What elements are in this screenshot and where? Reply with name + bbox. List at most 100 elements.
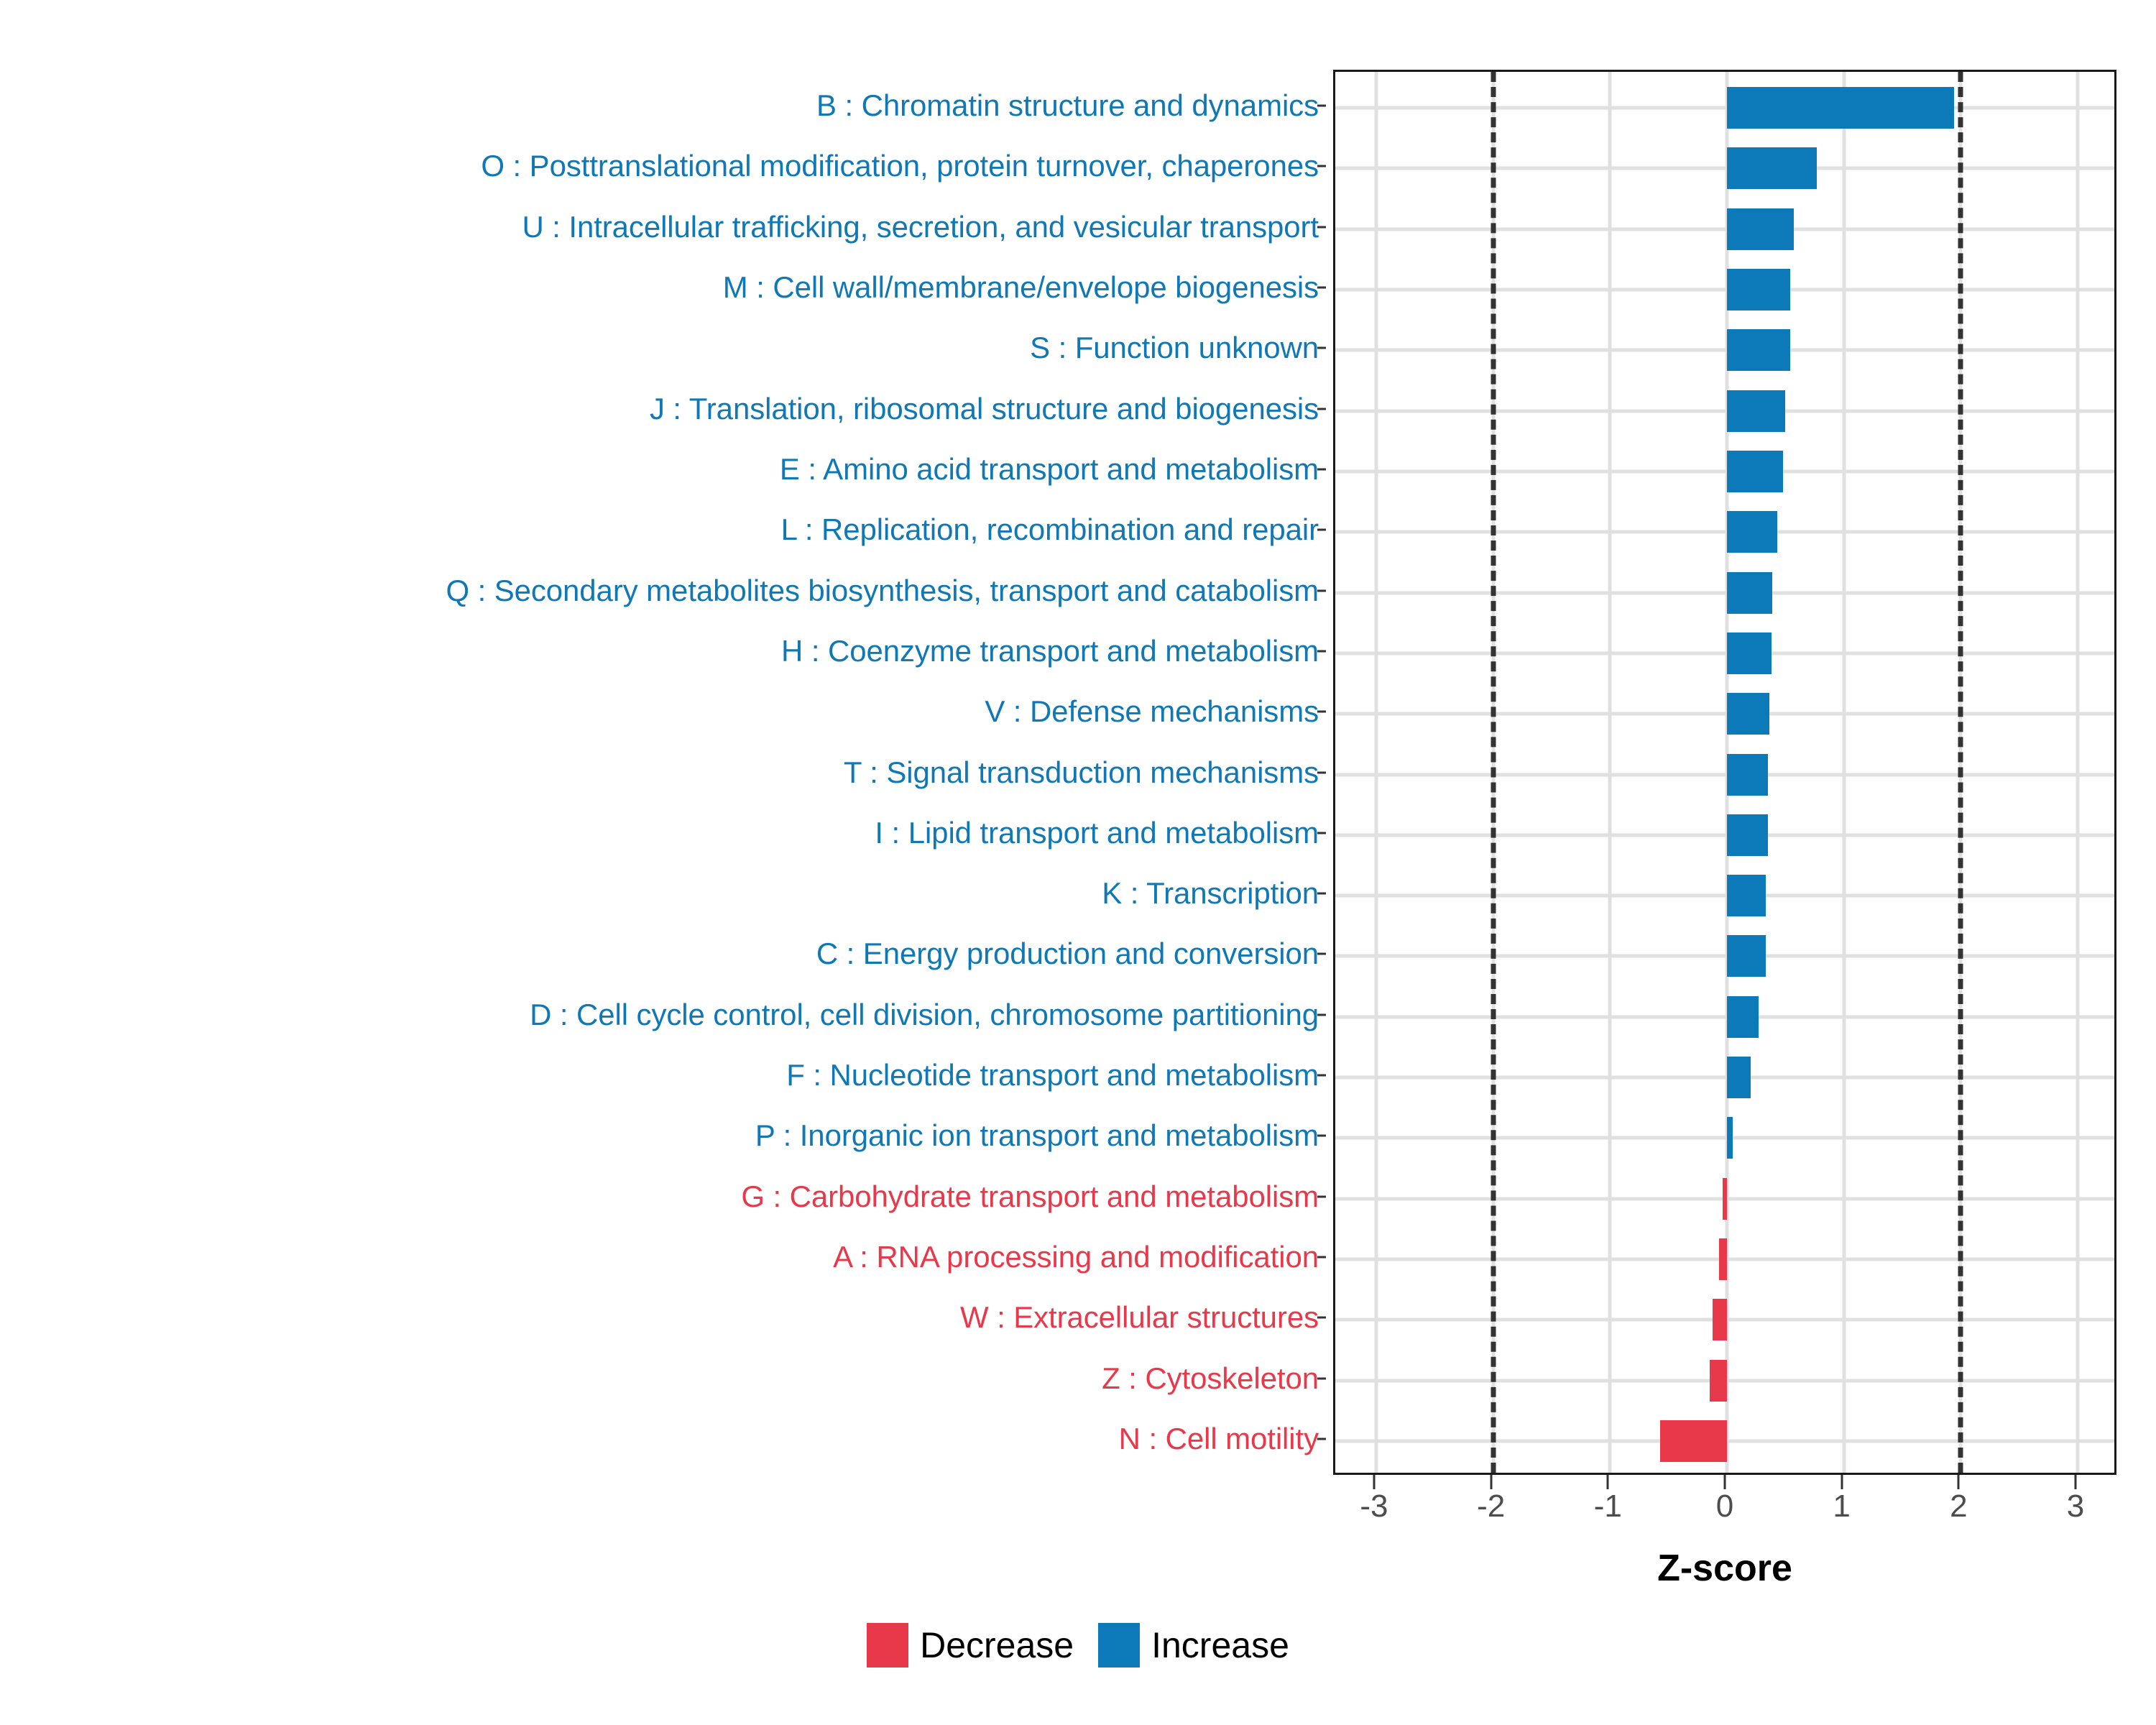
category-label: K : Transcription [1102, 876, 1319, 911]
x-axis-tick-label: 3 [2066, 1489, 2085, 1524]
horizontal-gridline [1335, 1136, 2114, 1140]
category-label: T : Signal transduction mechanisms [843, 755, 1319, 789]
category-label: E : Amino acid transport and metabolism [779, 451, 1319, 486]
category-label: W : Extracellular structures [960, 1300, 1319, 1335]
bar [1727, 875, 1766, 917]
horizontal-gridline [1335, 591, 2114, 595]
bar [1727, 87, 1954, 129]
y-axis-tick [1317, 1013, 1326, 1016]
bar [1727, 1117, 1733, 1159]
x-axis-tick [1606, 1475, 1609, 1489]
category-label: H : Coenzyme transport and metabolism [781, 633, 1319, 668]
bar [1727, 693, 1769, 735]
y-axis-tick [1317, 165, 1326, 167]
horizontal-gridline [1335, 651, 2114, 656]
bar [1727, 208, 1794, 250]
category-label-column: B : Chromatin structure and dynamics O : … [0, 70, 1326, 1475]
x-axis-title: Z-score [1657, 1547, 1792, 1589]
horizontal-gridline [1335, 348, 2114, 352]
chart-legend: Decrease Increase [0, 1623, 2156, 1668]
x-axis-tick-label: -3 [1360, 1489, 1388, 1524]
x-axis-tick-label: -1 [1593, 1489, 1622, 1524]
x-axis-tick [1723, 1475, 1726, 1489]
bar [1727, 632, 1772, 674]
legend-item[interactable]: Increase [1098, 1623, 1289, 1668]
horizontal-gridline [1335, 712, 2114, 716]
bar [1727, 450, 1784, 492]
horizontal-gridline [1335, 166, 2114, 170]
legend-swatch-icon [1098, 1623, 1141, 1668]
y-axis-tick [1317, 1256, 1326, 1259]
y-axis-tick [1317, 104, 1326, 107]
bar [1727, 390, 1786, 432]
y-axis-tick [1317, 771, 1326, 773]
bar [1727, 268, 1790, 310]
category-label: Z : Cytoskeleton [1102, 1361, 1319, 1395]
y-axis-tick [1317, 1316, 1326, 1319]
x-axis-tick-label: 1 [1833, 1489, 1851, 1524]
category-label: M : Cell wall/membrane/envelope biogenes… [722, 270, 1319, 304]
vertical-gridline [2076, 72, 2080, 1473]
y-axis-tick [1317, 528, 1326, 531]
horizontal-gridline [1335, 893, 2114, 898]
y-axis-tick [1317, 1377, 1326, 1380]
y-axis-tick [1317, 589, 1326, 592]
bar [1727, 329, 1790, 372]
y-axis-tick [1317, 286, 1326, 289]
x-axis-tick [1957, 1475, 1960, 1489]
y-axis-tick [1317, 952, 1326, 955]
horizontal-gridline [1335, 1015, 2114, 1019]
horizontal-gridline [1335, 469, 2114, 474]
y-axis-tick [1317, 650, 1326, 653]
threshold-line [1958, 72, 1963, 1473]
bar [1727, 511, 1777, 553]
category-label: D : Cell cycle control, cell division, c… [530, 997, 1319, 1031]
y-axis-tick [1317, 346, 1326, 349]
x-axis-tick [2074, 1475, 2077, 1489]
category-label: L : Replication, recombination and repai… [780, 512, 1319, 547]
x-axis-tick-label: 2 [1950, 1489, 1968, 1524]
category-label: P : Inorganic ion transport and metaboli… [755, 1118, 1319, 1153]
y-axis-tick [1317, 408, 1326, 410]
bar [1727, 935, 1766, 978]
bar [1710, 1359, 1727, 1402]
category-label: U : Intracellular trafficking, secretion… [522, 209, 1319, 244]
plot-panel [1333, 70, 2116, 1475]
category-label: I : Lipid transport and metabolism [875, 815, 1319, 850]
category-label: V : Defense mechanisms [985, 694, 1319, 729]
horizontal-gridline [1335, 1075, 2114, 1080]
legend-swatch-icon [867, 1623, 909, 1668]
bar [1713, 1299, 1727, 1341]
y-axis-tick [1317, 468, 1326, 471]
threshold-line [1491, 72, 1496, 1473]
x-axis-tick-label: 0 [1715, 1489, 1734, 1524]
category-label: J : Translation, ribosomal structure and… [649, 391, 1319, 426]
horizontal-gridline [1335, 409, 2114, 413]
x-axis-tick [1490, 1475, 1493, 1489]
category-label: B : Chromatin structure and dynamics [816, 88, 1319, 122]
bar [1718, 1238, 1727, 1281]
category-label: A : RNA processing and modification [833, 1240, 1319, 1274]
bar [1727, 995, 1759, 1038]
category-label: F : Nucleotide transport and metabolism [786, 1058, 1319, 1092]
category-label: Q : Secondary metabolites biosynthesis, … [446, 573, 1319, 607]
legend-item[interactable]: Decrease [867, 1623, 1074, 1668]
bar [1723, 1177, 1727, 1220]
y-axis-tick [1317, 892, 1326, 895]
x-axis-tick [1373, 1475, 1376, 1489]
horizontal-gridline [1335, 288, 2114, 292]
category-label: G : Carbohydrate transport and metabolis… [741, 1179, 1319, 1213]
category-label: C : Energy production and conversion [816, 937, 1319, 971]
x-axis-tick [1841, 1475, 1843, 1489]
x-axis: -3 -2 -1 0 1 2 3 [1333, 1475, 2116, 1561]
vertical-gridline [1374, 72, 1378, 1473]
bar [1727, 753, 1768, 796]
y-axis-tick [1317, 710, 1326, 713]
category-label: S : Function unknown [1030, 331, 1319, 365]
horizontal-gridline [1335, 530, 2114, 534]
y-axis-tick [1317, 1195, 1326, 1198]
horizontal-gridline [1335, 833, 2114, 837]
horizontal-gridline [1335, 773, 2114, 776]
y-axis-tick [1317, 1134, 1326, 1137]
